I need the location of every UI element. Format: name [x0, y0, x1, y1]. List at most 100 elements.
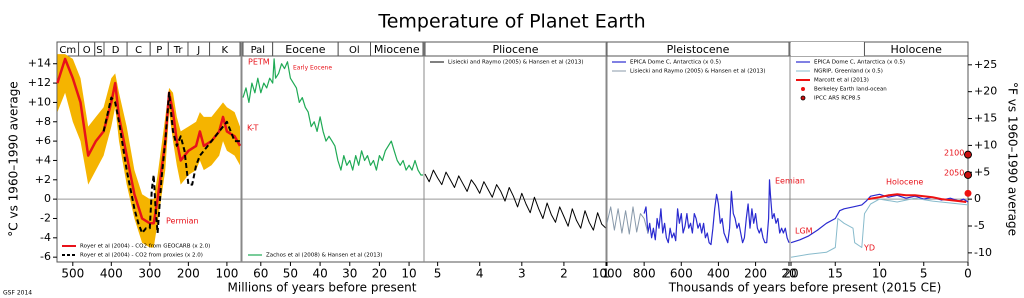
y-axis-title: °C vs 1960–1990 average — [7, 81, 21, 236]
x-tick-label: 60 — [253, 267, 268, 281]
period-label: C — [135, 45, 142, 56]
legend-label: Zachos et al (2008) & Hansen et al (2013… — [266, 253, 382, 259]
series-line — [867, 193, 967, 203]
y-tick-label: -2 — [40, 211, 51, 224]
credit: GSF 2014 — [3, 290, 32, 297]
x-tick-label: 400 — [100, 267, 123, 281]
period-box — [209, 41, 241, 57]
annotation: 2050 — [944, 169, 964, 178]
y-tick-label: -4 — [40, 231, 51, 244]
legend-swatch — [801, 87, 805, 91]
annotation: Holocene — [886, 178, 923, 187]
x-tick-label: 2 — [560, 267, 568, 281]
y2-tick-label: +20 — [974, 85, 997, 98]
x-tick-label: 200 — [744, 267, 767, 281]
annotation: YD — [863, 244, 875, 253]
legend-label: EPICA Dome C, Antarctica (x 0.5) — [630, 60, 721, 66]
period-label: K — [222, 45, 229, 56]
period-box — [606, 41, 790, 57]
y-tick-label: +4 — [35, 153, 51, 166]
legend-label: NGRIP, Greenland (x 0.5) — [814, 69, 883, 75]
data-point — [964, 150, 972, 159]
series-line — [606, 206, 649, 235]
series-line — [242, 58, 423, 176]
period-label: P — [156, 45, 162, 56]
x-tick-label: 500 — [61, 267, 84, 281]
x-tick-label: 1000 — [592, 267, 623, 281]
period-box — [863, 41, 969, 57]
period-label: Ol — [349, 45, 360, 56]
y2-tick-label: -5 — [974, 219, 985, 232]
y-tick-label: +12 — [28, 76, 51, 89]
x-tick-label: 300 — [138, 267, 161, 281]
legend-label: Marcott et al (2013) — [814, 78, 869, 84]
period-label: Pleistocene — [667, 43, 730, 56]
legend-label: Berkeley Earth land-ocean — [814, 87, 887, 93]
period-label: Pliocene — [492, 43, 538, 56]
y-tick-label: +10 — [28, 95, 51, 108]
legend-swatch — [800, 95, 806, 101]
y-tick-label: +6 — [35, 134, 51, 147]
x-axis-title: Thousands of years before present (2015 … — [668, 281, 942, 295]
y2-tick-label: +5 — [974, 165, 990, 178]
annotation: K-T — [247, 124, 259, 133]
period-box — [791, 42, 865, 56]
x-tick-label: 20 — [372, 267, 387, 281]
y-tick-label: +14 — [28, 57, 51, 70]
x-tick-label: 30 — [342, 267, 357, 281]
legend-label: Royer et al (2004) - CO2 from proxies (x… — [80, 253, 203, 259]
x-tick-label: 200 — [177, 267, 200, 281]
series-line — [102, 91, 240, 234]
x-tick-label: 10 — [401, 267, 416, 281]
x-tick-label: 40 — [312, 267, 327, 281]
x-tick-label: 3 — [518, 267, 526, 281]
period-label: Tr — [173, 45, 184, 56]
legend-label: Lisiecki and Raymo (2005) & Hansen et al… — [448, 60, 584, 66]
y2-tick-label: 0 — [974, 192, 981, 205]
annotation: LGM — [795, 227, 813, 236]
x-tick-label: 800 — [633, 267, 656, 281]
x-tick-label: 100 — [215, 267, 238, 281]
period-label: Miocene — [374, 43, 420, 56]
y2-tick-label: +15 — [974, 112, 997, 125]
y-tick-label: +2 — [35, 173, 51, 186]
period-label: S — [96, 45, 102, 56]
x-axis-title: Millions of years before present — [228, 281, 417, 295]
annotation: 2100 — [944, 149, 964, 158]
period-label: Pal — [251, 45, 266, 56]
period-label: Eocene — [285, 43, 325, 56]
period-label: D — [112, 45, 120, 56]
y2-tick-label: +25 — [974, 58, 997, 71]
period-label: O — [83, 45, 91, 56]
y2-tick-label: +10 — [974, 138, 997, 151]
x-tick-label: 1 — [602, 267, 610, 281]
period-box — [370, 41, 424, 57]
period-label: Cm — [59, 45, 76, 56]
legend-label: EPICA Dome C, Antarctica (x 0.5) — [814, 60, 905, 66]
x-tick-label: 50 — [283, 267, 298, 281]
x-tick-label: 5 — [920, 267, 928, 281]
annotation: PETM — [248, 58, 270, 67]
annotation: Early Eocene — [293, 65, 332, 72]
y2-tick-label: -10 — [974, 246, 992, 259]
data-point — [964, 189, 972, 197]
period-label: Holocene — [891, 43, 943, 56]
series-line — [643, 179, 790, 246]
chart-title: Temperature of Planet Earth — [377, 11, 645, 33]
x-tick-label: 20 — [783, 267, 798, 281]
data-point — [964, 170, 972, 179]
uncertainty-band — [57, 54, 241, 248]
x-tick-label: 15 — [828, 267, 843, 281]
y2-axis-title: °F vs 1960–1990 average — [1006, 82, 1020, 236]
legend-label: Lisiecki and Raymo (2005) & Hansen et al… — [630, 69, 766, 75]
y-tick-label: -6 — [40, 250, 51, 263]
series-line — [424, 169, 607, 231]
x-tick-label: 20 — [781, 267, 796, 281]
legend-label: Royer et al (2004) - CO2 from GEOCARB (x… — [80, 244, 210, 250]
x-tick-label: 600 — [670, 267, 693, 281]
x-tick-label: 4 — [476, 267, 484, 281]
y-tick-label: 0 — [44, 192, 51, 205]
period-label: J — [196, 45, 200, 56]
